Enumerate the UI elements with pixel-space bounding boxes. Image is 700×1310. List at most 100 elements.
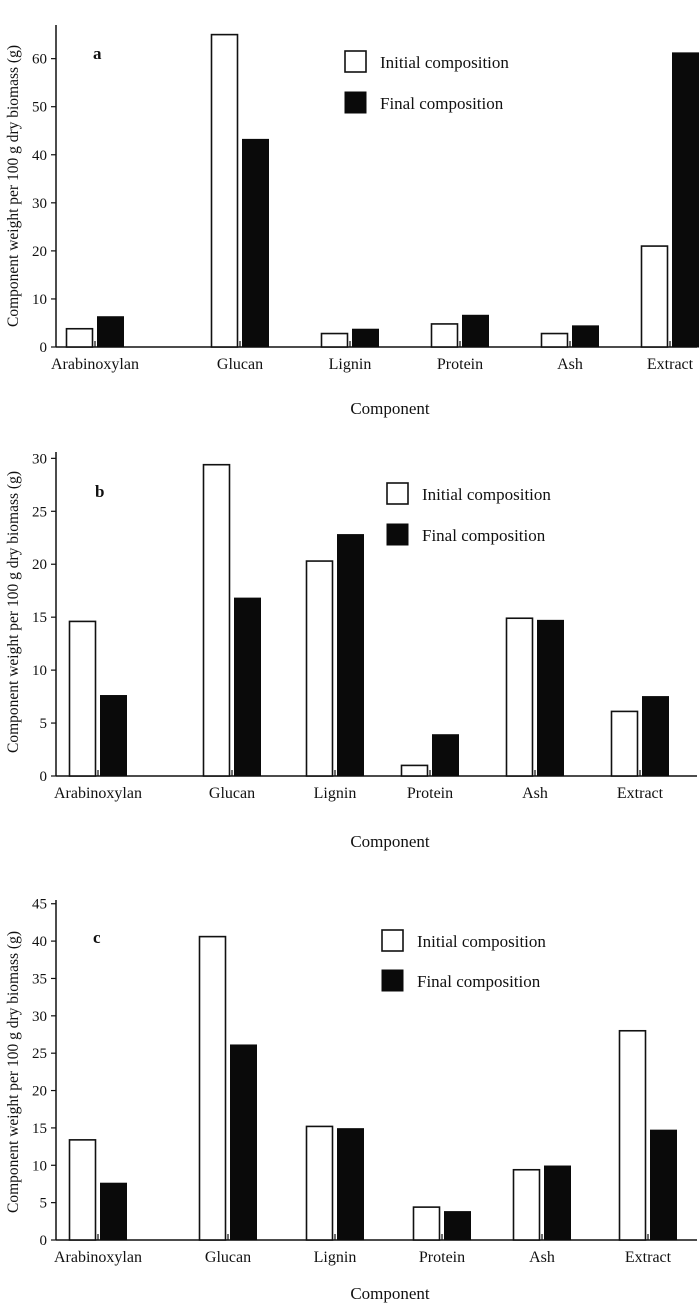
x-tick-label-ash: Ash — [529, 1249, 555, 1266]
x-tick-label-protein: Protein — [419, 1249, 465, 1266]
x-tick-label-glucan: Glucan — [209, 785, 255, 802]
x-axis-label: Component — [350, 832, 430, 851]
legend: Initial composition Final composition — [386, 482, 551, 546]
y-tick-label: 40 — [32, 934, 47, 950]
chart-panel-a: 0 10 20 30 40 50 60 Component weight per 100 g … — [5, 25, 699, 418]
x-tick-label-arabinoxylan: Arabinoxylan — [54, 1249, 142, 1266]
y-tick-label: 50 — [32, 100, 47, 116]
bar-initial-lignin — [320, 332, 349, 348]
legend-label-final: Final composition — [380, 94, 504, 113]
y-tick-label: 0 — [40, 1233, 48, 1249]
y-tick-label: 25 — [32, 1046, 47, 1062]
bar-initial-arabinoxylan — [68, 620, 97, 777]
panel-label: b — [95, 482, 104, 501]
panel-label: a — [93, 44, 102, 63]
y-tick-label: 15 — [32, 1121, 47, 1137]
x-tick-label-lignin: Lignin — [314, 1249, 357, 1266]
bar-final-arabinoxylan — [100, 695, 127, 777]
bar-final-protein — [444, 1211, 471, 1241]
y-axis-label: Component weight per 100 g dry biomass (… — [5, 471, 22, 753]
bar-initial-lignin — [305, 1125, 334, 1241]
y-tick-label: 20 — [32, 1084, 47, 1100]
y-axis-label: Component weight per 100 g dry biomass (… — [5, 45, 22, 327]
y-tick-label: 0 — [40, 769, 48, 785]
x-tick-label-protein: Protein — [437, 356, 483, 373]
legend-label-initial: Initial composition — [417, 932, 546, 951]
y-tick-label: 5 — [40, 1196, 48, 1212]
x-tick-label-extract: Extract — [617, 785, 664, 802]
y-tick-label: 10 — [32, 292, 47, 308]
y-tick-label: 60 — [32, 52, 47, 68]
x-tick-label-lignin: Lignin — [329, 356, 372, 373]
bar-final-arabinoxylan — [97, 316, 124, 348]
x-axis-label: Component — [350, 399, 430, 418]
legend-swatch-initial — [344, 50, 367, 73]
bar-final-ash — [544, 1165, 571, 1241]
bar-final-glucan — [234, 597, 261, 777]
bar-final-extract — [642, 696, 669, 777]
bar-initial-arabinoxylan — [68, 1139, 97, 1241]
bar-initial-ash — [505, 617, 534, 777]
y-tick-label: 30 — [32, 196, 47, 212]
y-tick-label: 15 — [32, 610, 47, 626]
bar-final-lignin — [337, 534, 364, 777]
x-axis-label: Component — [350, 1284, 430, 1303]
legend-swatch-final — [381, 969, 404, 992]
legend-label-final: Final composition — [417, 972, 541, 991]
bar-initial-arabinoxylan — [65, 327, 94, 348]
chart-panel-c: 0 5 10 15 20 25 30 35 40 45 Component weight per 1… — [5, 897, 697, 1303]
y-tick-label: 0 — [40, 340, 48, 356]
y-tick-label: 20 — [32, 557, 47, 573]
y-tick-label: 30 — [32, 1009, 47, 1025]
bar-final-arabinoxylan — [100, 1182, 127, 1241]
x-tick-label-ash: Ash — [522, 785, 548, 802]
legend-swatch-initial — [381, 929, 404, 952]
panel-label: c — [93, 928, 101, 947]
y-axis-label: Component weight per 100 g dry biomass (… — [5, 931, 22, 1213]
legend: Initial composition Final composition — [381, 929, 546, 992]
bar-final-lignin — [337, 1128, 364, 1241]
y-tick-label: 35 — [32, 971, 47, 987]
bar-final-ash — [537, 619, 564, 777]
bar-initial-glucan — [210, 33, 239, 348]
chart-panel-b: 0 5 10 15 20 25 30 Component weight per 100 g d… — [5, 451, 697, 851]
bar-final-protein — [432, 734, 459, 777]
bar-initial-lignin — [305, 560, 334, 777]
legend-swatch-initial — [386, 482, 409, 505]
bar-initial-protein — [400, 764, 429, 777]
y-tick-label: 10 — [32, 1158, 47, 1174]
bar-final-lignin — [352, 328, 379, 348]
legend-swatch-final — [344, 91, 367, 114]
x-tick-label-ash: Ash — [557, 356, 583, 373]
y-tick-label: 10 — [32, 663, 47, 679]
y-tick-label: 20 — [32, 244, 47, 260]
legend-label-initial: Initial composition — [380, 53, 509, 72]
y-tick-label: 40 — [32, 148, 47, 164]
bar-initial-protein — [430, 323, 459, 348]
x-tick-label-protein: Protein — [407, 785, 453, 802]
x-tick-label-extract: Extract — [625, 1249, 672, 1266]
x-tick-label-glucan: Glucan — [217, 356, 263, 373]
bar-initial-glucan — [202, 463, 231, 777]
bar-final-glucan — [230, 1044, 257, 1241]
legend-label-initial: Initial composition — [422, 485, 551, 504]
bar-final-extract — [650, 1129, 677, 1241]
bar-final-extract — [672, 52, 699, 348]
bar-initial-extract — [610, 710, 639, 777]
bar-initial-glucan — [198, 935, 227, 1241]
bar-initial-protein — [412, 1206, 441, 1241]
bar-final-glucan — [242, 138, 269, 348]
y-tick-label: 45 — [32, 897, 47, 913]
y-tick-label: 30 — [32, 451, 47, 467]
bar-initial-extract — [640, 245, 669, 348]
legend-label-final: Final composition — [422, 526, 546, 545]
bar-initial-ash — [512, 1168, 541, 1241]
bar-final-protein — [462, 314, 489, 348]
x-tick-label-glucan: Glucan — [205, 1249, 251, 1266]
legend-swatch-final — [386, 523, 409, 546]
bar-final-ash — [572, 325, 599, 348]
bar-initial-ash — [540, 332, 569, 348]
x-tick-label-arabinoxylan: Arabinoxylan — [51, 356, 139, 373]
y-tick-label: 5 — [40, 716, 48, 732]
